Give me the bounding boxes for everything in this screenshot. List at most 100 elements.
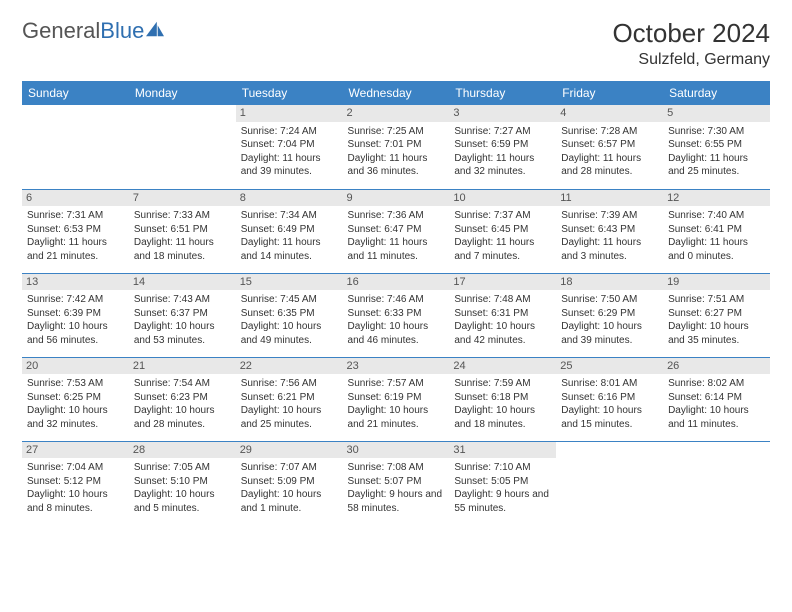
- sunrise-text: Sunrise: 7:33 AM: [134, 209, 231, 223]
- day-details: Sunrise: 7:24 AMSunset: 7:04 PMDaylight:…: [241, 125, 338, 179]
- daylight-text: Daylight: 11 hours and 25 minutes.: [668, 152, 765, 179]
- day-number: 7: [129, 190, 236, 207]
- day-number: 8: [236, 190, 343, 207]
- day-number: 30: [343, 442, 450, 459]
- sunrise-text: Sunrise: 7:30 AM: [668, 125, 765, 139]
- daylight-text: Daylight: 10 hours and 18 minutes.: [454, 404, 551, 431]
- day-details: Sunrise: 7:08 AMSunset: 5:07 PMDaylight:…: [348, 461, 445, 515]
- daylight-text: Daylight: 10 hours and 21 minutes.: [348, 404, 445, 431]
- day-details: Sunrise: 8:02 AMSunset: 6:14 PMDaylight:…: [668, 377, 765, 431]
- day-details: Sunrise: 7:50 AMSunset: 6:29 PMDaylight:…: [561, 293, 658, 347]
- sunrise-text: Sunrise: 7:07 AM: [241, 461, 338, 475]
- day-cell: 11Sunrise: 7:39 AMSunset: 6:43 PMDayligh…: [556, 189, 663, 273]
- daylight-text: Daylight: 11 hours and 11 minutes.: [348, 236, 445, 263]
- day-number: 14: [129, 274, 236, 291]
- day-details: Sunrise: 7:34 AMSunset: 6:49 PMDaylight:…: [241, 209, 338, 263]
- day-number: 25: [556, 358, 663, 375]
- day-number: 1: [236, 105, 343, 122]
- sunrise-text: Sunrise: 7:08 AM: [348, 461, 445, 475]
- daylight-text: Daylight: 11 hours and 39 minutes.: [241, 152, 338, 179]
- daylight-text: Daylight: 10 hours and 8 minutes.: [27, 488, 124, 515]
- day-number: 13: [22, 274, 129, 291]
- sunrise-text: Sunrise: 7:50 AM: [561, 293, 658, 307]
- header: GeneralBlue October 2024 Sulzfeld, Germa…: [22, 18, 770, 69]
- day-details: Sunrise: 7:27 AMSunset: 6:59 PMDaylight:…: [454, 125, 551, 179]
- day-cell: 15 Sunrise: 7:45 AMSunset: 6:35 PMDayligh…: [236, 273, 343, 357]
- sunset-text: Sunset: 6:18 PM: [454, 391, 551, 405]
- day-number: 4: [556, 105, 663, 122]
- day-header-fri: Friday: [556, 81, 663, 105]
- sunset-text: Sunset: 6:23 PM: [134, 391, 231, 405]
- sunset-text: Sunset: 6:41 PM: [668, 223, 765, 237]
- daylight-text: Daylight: 10 hours and 49 minutes.: [241, 320, 338, 347]
- week-row: 13Sunrise: 7:42 AMSunset: 6:39 PMDayligh…: [22, 273, 770, 357]
- sunrise-text: Sunrise: 7:48 AM: [454, 293, 551, 307]
- sunset-text: Sunset: 6:55 PM: [668, 138, 765, 152]
- daylight-text: Daylight: 10 hours and 28 minutes.: [134, 404, 231, 431]
- day-cell: 24Sunrise: 7:59 AMSunset: 6:18 PMDayligh…: [449, 357, 556, 441]
- week-row: 6Sunrise: 7:31 AMSunset: 6:53 PMDaylight…: [22, 189, 770, 273]
- day-header-mon: Monday: [129, 81, 236, 105]
- sunrise-text: Sunrise: 7:04 AM: [27, 461, 124, 475]
- daylight-text: Daylight: 10 hours and 11 minutes.: [668, 404, 765, 431]
- daylight-text: Daylight: 11 hours and 36 minutes.: [348, 152, 445, 179]
- day-cell: 17Sunrise: 7:48 AMSunset: 6:31 PMDayligh…: [449, 273, 556, 357]
- sunset-text: Sunset: 7:01 PM: [348, 138, 445, 152]
- day-details: Sunrise: 7:51 AMSunset: 6:27 PMDaylight:…: [668, 293, 765, 347]
- month-title: October 2024: [612, 18, 770, 49]
- day-cell: 29Sunrise: 7:07 AMSunset: 5:09 PMDayligh…: [236, 441, 343, 525]
- day-number: 29: [236, 442, 343, 459]
- daylight-text: Daylight: 10 hours and 25 minutes.: [241, 404, 338, 431]
- day-details: Sunrise: 7:48 AMSunset: 6:31 PMDaylight:…: [454, 293, 551, 347]
- daylight-text: Daylight: 10 hours and 42 minutes.: [454, 320, 551, 347]
- day-number: 19: [663, 274, 770, 291]
- daylight-text: Daylight: 11 hours and 28 minutes.: [561, 152, 658, 179]
- daylight-text: Daylight: 10 hours and 15 minutes.: [561, 404, 658, 431]
- day-details: Sunrise: 7:40 AMSunset: 6:41 PMDaylight:…: [668, 209, 765, 263]
- daylight-text: Daylight: 10 hours and 35 minutes.: [668, 320, 765, 347]
- day-number: 10: [449, 190, 556, 207]
- sunrise-text: Sunrise: 7:37 AM: [454, 209, 551, 223]
- day-header-thu: Thursday: [449, 81, 556, 105]
- sunset-text: Sunset: 6:33 PM: [348, 307, 445, 321]
- day-cell: 16Sunrise: 7:46 AMSunset: 6:33 PMDayligh…: [343, 273, 450, 357]
- day-cell: 28Sunrise: 7:05 AMSunset: 5:10 PMDayligh…: [129, 441, 236, 525]
- sunrise-text: Sunrise: 7:42 AM: [27, 293, 124, 307]
- sunrise-text: Sunrise: 7:57 AM: [348, 377, 445, 391]
- sunset-text: Sunset: 6:53 PM: [27, 223, 124, 237]
- sunrise-text: Sunrise: 7:51 AM: [668, 293, 765, 307]
- day-cell: 2Sunrise: 7:25 AMSunset: 7:01 PMDaylight…: [343, 105, 450, 189]
- day-number: 31: [449, 442, 556, 459]
- day-number: 16: [343, 274, 450, 291]
- sunset-text: Sunset: 6:57 PM: [561, 138, 658, 152]
- daylight-text: Daylight: 10 hours and 39 minutes.: [561, 320, 658, 347]
- daylight-text: Daylight: 11 hours and 14 minutes.: [241, 236, 338, 263]
- day-header-wed: Wednesday: [343, 81, 450, 105]
- day-details: Sunrise: 7:45 AMSunset: 6:35 PMDaylight:…: [241, 293, 338, 347]
- sunrise-text: Sunrise: 7:27 AM: [454, 125, 551, 139]
- day-details: Sunrise: 7:39 AMSunset: 6:43 PMDaylight:…: [561, 209, 658, 263]
- day-details: Sunrise: 7:37 AMSunset: 6:45 PMDaylight:…: [454, 209, 551, 263]
- sunrise-text: Sunrise: 8:01 AM: [561, 377, 658, 391]
- sunset-text: Sunset: 5:05 PM: [454, 475, 551, 489]
- sunset-text: Sunset: 6:27 PM: [668, 307, 765, 321]
- sunset-text: Sunset: 6:35 PM: [241, 307, 338, 321]
- sunrise-text: Sunrise: 7:56 AM: [241, 377, 338, 391]
- sunset-text: Sunset: 6:51 PM: [134, 223, 231, 237]
- sunset-text: Sunset: 6:47 PM: [348, 223, 445, 237]
- sunrise-text: Sunrise: 7:53 AM: [27, 377, 124, 391]
- day-cell: 6Sunrise: 7:31 AMSunset: 6:53 PMDaylight…: [22, 189, 129, 273]
- day-cell: [22, 105, 129, 189]
- day-cell: 18Sunrise: 7:50 AMSunset: 6:29 PMDayligh…: [556, 273, 663, 357]
- day-number: 2: [343, 105, 450, 122]
- sunrise-text: Sunrise: 7:54 AM: [134, 377, 231, 391]
- day-header-sun: Sunday: [22, 81, 129, 105]
- day-details: Sunrise: 7:54 AMSunset: 6:23 PMDaylight:…: [134, 377, 231, 431]
- calendar-body: 1 Sunrise: 7:24 AMSunset: 7:04 PMDaylight…: [22, 105, 770, 525]
- brand-name: GeneralBlue: [22, 18, 144, 44]
- day-number: 15: [236, 274, 343, 291]
- week-row: 27Sunrise: 7:04 AMSunset: 5:12 PMDayligh…: [22, 441, 770, 525]
- day-cell: 3Sunrise: 7:27 AMSunset: 6:59 PMDaylight…: [449, 105, 556, 189]
- daylight-text: Daylight: 11 hours and 0 minutes.: [668, 236, 765, 263]
- sunset-text: Sunset: 6:43 PM: [561, 223, 658, 237]
